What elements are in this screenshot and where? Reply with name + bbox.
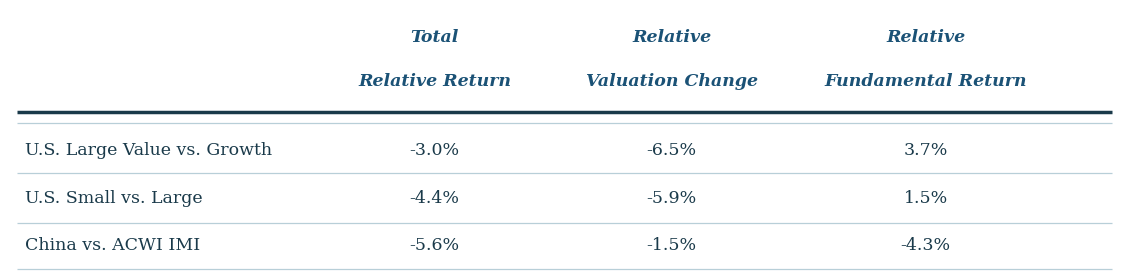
Text: Relative Return: Relative Return: [358, 73, 511, 90]
Text: -3.0%: -3.0%: [410, 142, 460, 160]
Text: -1.5%: -1.5%: [647, 237, 697, 254]
Text: Fundamental Return: Fundamental Return: [824, 73, 1027, 90]
Text: U.S. Small vs. Large: U.S. Small vs. Large: [25, 189, 202, 207]
Text: -5.9%: -5.9%: [647, 189, 697, 207]
Text: -4.3%: -4.3%: [901, 237, 951, 254]
Text: China vs. ACWI IMI: China vs. ACWI IMI: [25, 237, 200, 254]
Text: U.S. Large Value vs. Growth: U.S. Large Value vs. Growth: [25, 142, 272, 160]
Text: Relative: Relative: [632, 29, 711, 46]
Text: Valuation Change: Valuation Change: [586, 73, 758, 90]
Text: -5.6%: -5.6%: [410, 237, 460, 254]
Text: -6.5%: -6.5%: [647, 142, 697, 160]
Text: -4.4%: -4.4%: [410, 189, 460, 207]
Text: Relative: Relative: [886, 29, 965, 46]
Text: 3.7%: 3.7%: [903, 142, 948, 160]
Text: 1.5%: 1.5%: [903, 189, 948, 207]
Text: Total: Total: [411, 29, 458, 46]
